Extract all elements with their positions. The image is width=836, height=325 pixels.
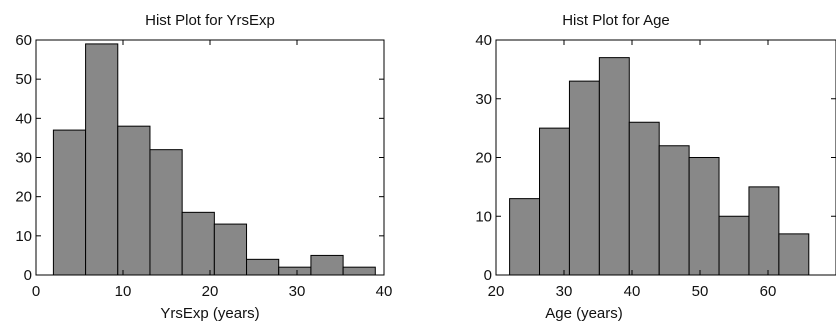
- x-tick-label: 10: [115, 283, 132, 300]
- histogram-bar: [509, 198, 541, 276]
- histogram-bar: [688, 157, 720, 276]
- x-tick-label: 50: [692, 283, 709, 300]
- histogram-bar: [628, 121, 660, 276]
- y-tick-label: 50: [15, 71, 32, 88]
- y-tick-label: 10: [15, 228, 32, 245]
- x-tick-label: 0: [32, 283, 40, 300]
- histogram-bar: [52, 129, 87, 276]
- x-tick-label: 40: [376, 283, 393, 300]
- histogram-bar: [310, 254, 344, 276]
- histogram-bar: [181, 211, 215, 276]
- histogram-bar: [718, 215, 750, 276]
- x-tick-label: 30: [289, 283, 306, 300]
- y-tick-label: 20: [475, 150, 492, 167]
- chart-title: Hist Plot for YrsExp: [145, 12, 275, 29]
- y-tick-label: 0: [24, 267, 32, 284]
- x-axis-label: YrsExp (years): [160, 305, 259, 322]
- histogram-bar: [149, 149, 183, 276]
- y-tick-label: 30: [475, 91, 492, 108]
- histogram-bar: [568, 80, 600, 276]
- histogram-bar: [246, 258, 280, 276]
- y-tick-label: 40: [475, 32, 492, 49]
- y-tick-label: 30: [15, 150, 32, 167]
- y-tick-label: 60: [15, 32, 32, 49]
- y-tick-label: 20: [15, 189, 32, 206]
- histogram-bar: [748, 186, 780, 276]
- histogram-bar: [658, 145, 690, 276]
- histogram-bar: [342, 266, 376, 276]
- histogram-bar: [539, 127, 570, 276]
- y-tick-label: 0: [484, 267, 492, 284]
- y-tick-label: 40: [15, 110, 32, 127]
- x-tick-label: 30: [556, 283, 573, 300]
- histogram-bar: [278, 266, 312, 276]
- x-tick-label: 20: [202, 283, 219, 300]
- x-tick-label: 20: [488, 283, 505, 300]
- histogram-bar: [85, 43, 119, 276]
- chart-title: Hist Plot for Age: [562, 12, 670, 29]
- histogram-bar: [598, 57, 630, 276]
- histogram-bar: [213, 223, 248, 276]
- x-axis-label: Age (years): [545, 305, 623, 322]
- x-tick-label: 60: [760, 283, 777, 300]
- histogram-bar: [117, 125, 151, 276]
- histogram-bar: [778, 233, 810, 276]
- x-tick-label: 40: [624, 283, 641, 300]
- y-tick-label: 10: [475, 208, 492, 225]
